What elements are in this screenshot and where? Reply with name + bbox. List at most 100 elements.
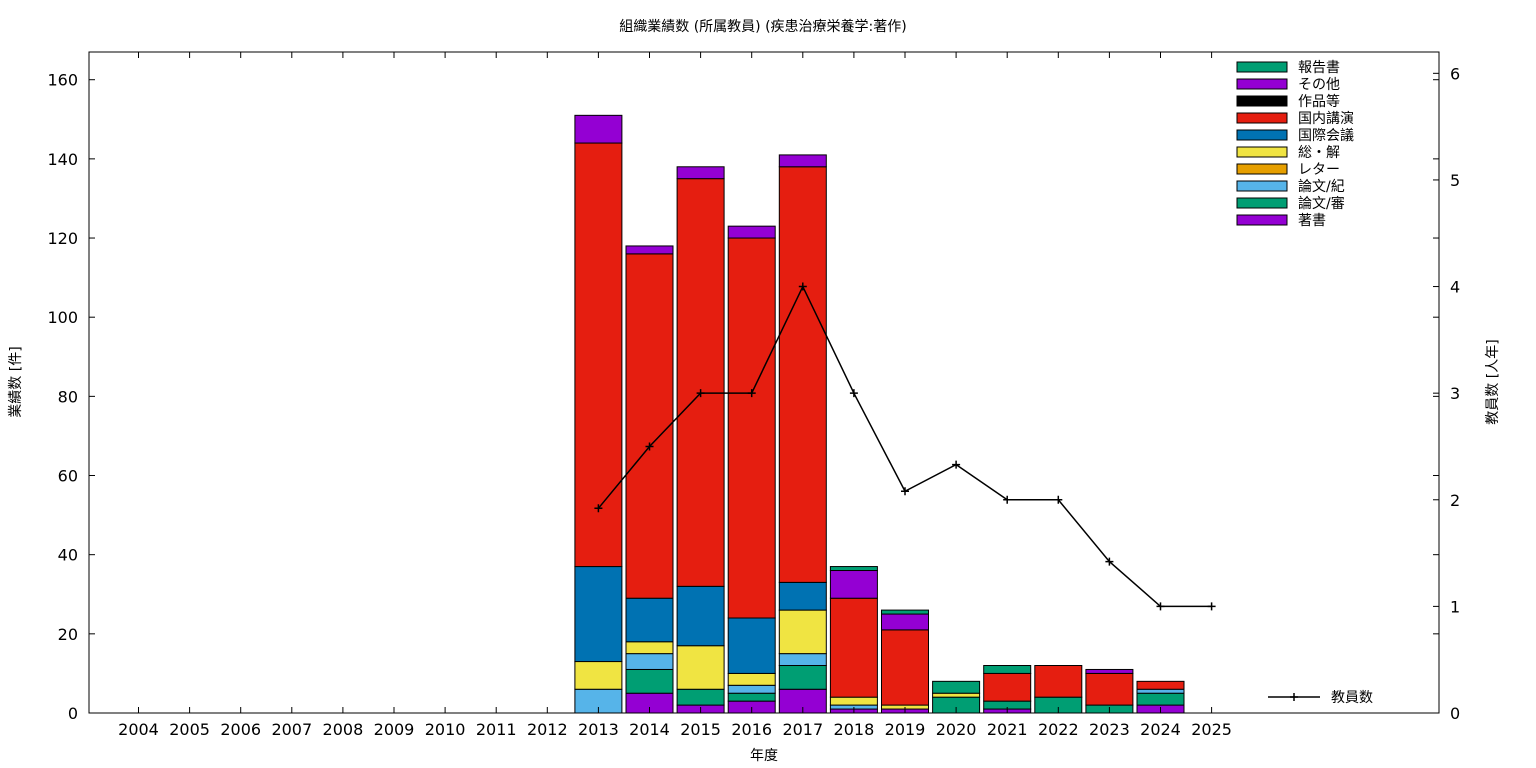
x-tick-label: 2013 [578,720,619,739]
y-axis-label: 業績数 [件] [8,346,24,417]
legend-label: 国際会議 [1298,127,1354,144]
legend-swatch [1236,112,1288,124]
y-tick-label: 100 [47,308,78,327]
bar-segment [676,688,725,706]
bar-segment [829,597,878,698]
line-point [952,460,961,469]
bar-segment [881,609,929,615]
legend-swatch [1236,214,1288,226]
legend-label: 国内講演 [1298,111,1354,127]
x-tick-label: 2020 [936,720,977,739]
line-point [1156,602,1165,611]
y-tick-label: 80 [58,387,78,406]
bar-segment [676,178,725,587]
bar-segment [778,609,827,655]
y-tick-label: 20 [58,625,78,644]
bar-segment [881,613,929,631]
bar-segment [1034,665,1083,698]
bar-segment [727,225,776,239]
x-tick-label: 2017 [782,720,823,739]
y-tick-label: 0 [68,704,78,723]
x-tick-label: 2005 [169,720,210,739]
legend-swatch [1236,197,1288,209]
bar-segment [778,581,827,611]
line-point [849,389,858,398]
x-tick-label: 2009 [374,720,415,739]
y2-axis: 0 1 2 3 4 5 6 [1433,64,1460,723]
line-point [1054,495,1063,504]
legend-label: 総・解 [1298,145,1340,161]
y2-axis-label: 教員数 [人年] [1485,339,1501,424]
bar-segment [727,684,776,694]
line-point [696,389,705,398]
bar-segment [829,566,878,572]
x-tick-label: 2022 [1038,720,1079,739]
x-axis: 2004 2005 2006 2007 2008 2009 2010 2011 2012 2013… [118,52,1232,739]
x-tick-label: 2019 [885,720,926,739]
x-tick-label: 2011 [476,720,517,739]
x-tick-label: 2015 [680,720,721,739]
bar-segment [574,661,623,690]
bar-segment [625,668,674,694]
legend-label: その他 [1298,77,1340,93]
bar-segment [625,641,674,655]
x-tick-label: 2023 [1089,720,1130,739]
y2-tick-label: 4 [1450,278,1460,297]
y-tick-label: 140 [47,150,78,169]
y2-tick-label: 6 [1450,64,1460,83]
bar-segment [778,154,827,168]
legend-label: 作品等 [1298,93,1340,110]
bar-segment [983,672,1032,702]
line-point [1207,602,1216,611]
bar-segment [983,665,1032,674]
x-tick-label: 2008 [323,720,364,739]
line-point [901,487,909,496]
legend-label: 著書 [1298,213,1326,229]
legend-swatch [1236,61,1288,73]
y-tick-label: 120 [47,229,78,248]
bar-segment [1085,672,1134,706]
legend-label: 論文/審 [1298,196,1345,212]
bar-segment [932,692,981,698]
y2-tick-label: 3 [1450,384,1460,403]
bar-segment [625,597,674,643]
x-axis-label: 年度 [750,748,778,764]
legend-swatch [1236,180,1288,192]
x-tick-label: 2021 [987,720,1028,739]
y2-tick-label: 1 [1450,597,1460,616]
y2-tick-label: 5 [1450,171,1460,190]
legend-label: レター [1298,162,1340,178]
bar-segment [778,665,827,690]
bar-segment [676,645,725,690]
x-tick-label: 2012 [527,720,568,739]
bar-segment [625,253,674,599]
line-point [645,442,654,451]
bar-segment [778,653,827,667]
legend-line-label: 教員数 [1331,690,1373,706]
bar-segment [574,142,623,568]
bar-segment [727,237,776,619]
bar-segment [727,672,776,686]
x-tick-label: 2018 [834,720,875,739]
bar-segment [829,570,878,599]
bar-segment [829,696,878,706]
bar-segment [574,114,623,144]
teacher-count-line [594,282,1216,611]
x-tick-label: 2016 [731,720,772,739]
y2-tick-label: 0 [1450,704,1460,723]
chart-title: 組織業績数 (所属教員) (疾患治療栄養学:著作) [619,18,906,35]
bars-layer [574,114,1185,714]
bar-segment [1136,680,1185,690]
bar-segment [676,585,725,647]
y-tick-label: 40 [58,546,78,565]
bar-segment [625,653,674,670]
legend-swatch [1236,129,1288,141]
legend-swatch [1236,146,1288,158]
y-tick-label: 60 [58,467,78,486]
x-tick-label: 2025 [1191,720,1232,739]
legend-swatch [1236,163,1288,175]
line-point [1003,495,1012,504]
bar-segment [727,692,776,702]
